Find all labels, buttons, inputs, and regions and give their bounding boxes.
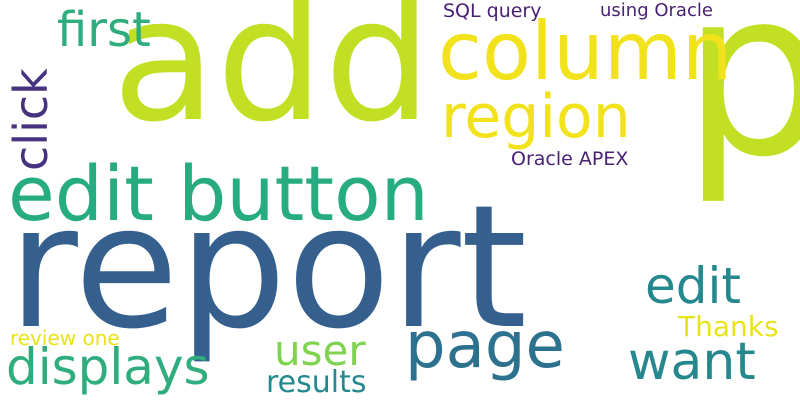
word-first: first <box>57 2 151 58</box>
word-p: p <box>682 0 800 208</box>
word-thanks: Thanks <box>678 310 779 343</box>
word-sql-query: SQL query <box>443 0 542 22</box>
word-oracle-apex: Oracle APEX <box>511 148 629 170</box>
word-report: report <box>8 169 528 367</box>
word-region: region <box>441 82 631 152</box>
word-column: column <box>438 5 733 98</box>
word-displays: displays <box>6 338 210 396</box>
word-user: user <box>274 326 366 375</box>
word-edit-button: edit button <box>8 149 429 238</box>
word-review-one: review one <box>10 326 120 350</box>
word-edit: edit <box>645 257 741 315</box>
word-using-oracle: using Oracle <box>600 0 713 21</box>
word-page: page <box>405 309 565 383</box>
word-results: results <box>266 365 367 400</box>
word-want: want <box>628 332 756 392</box>
word-add: add <box>112 0 432 160</box>
